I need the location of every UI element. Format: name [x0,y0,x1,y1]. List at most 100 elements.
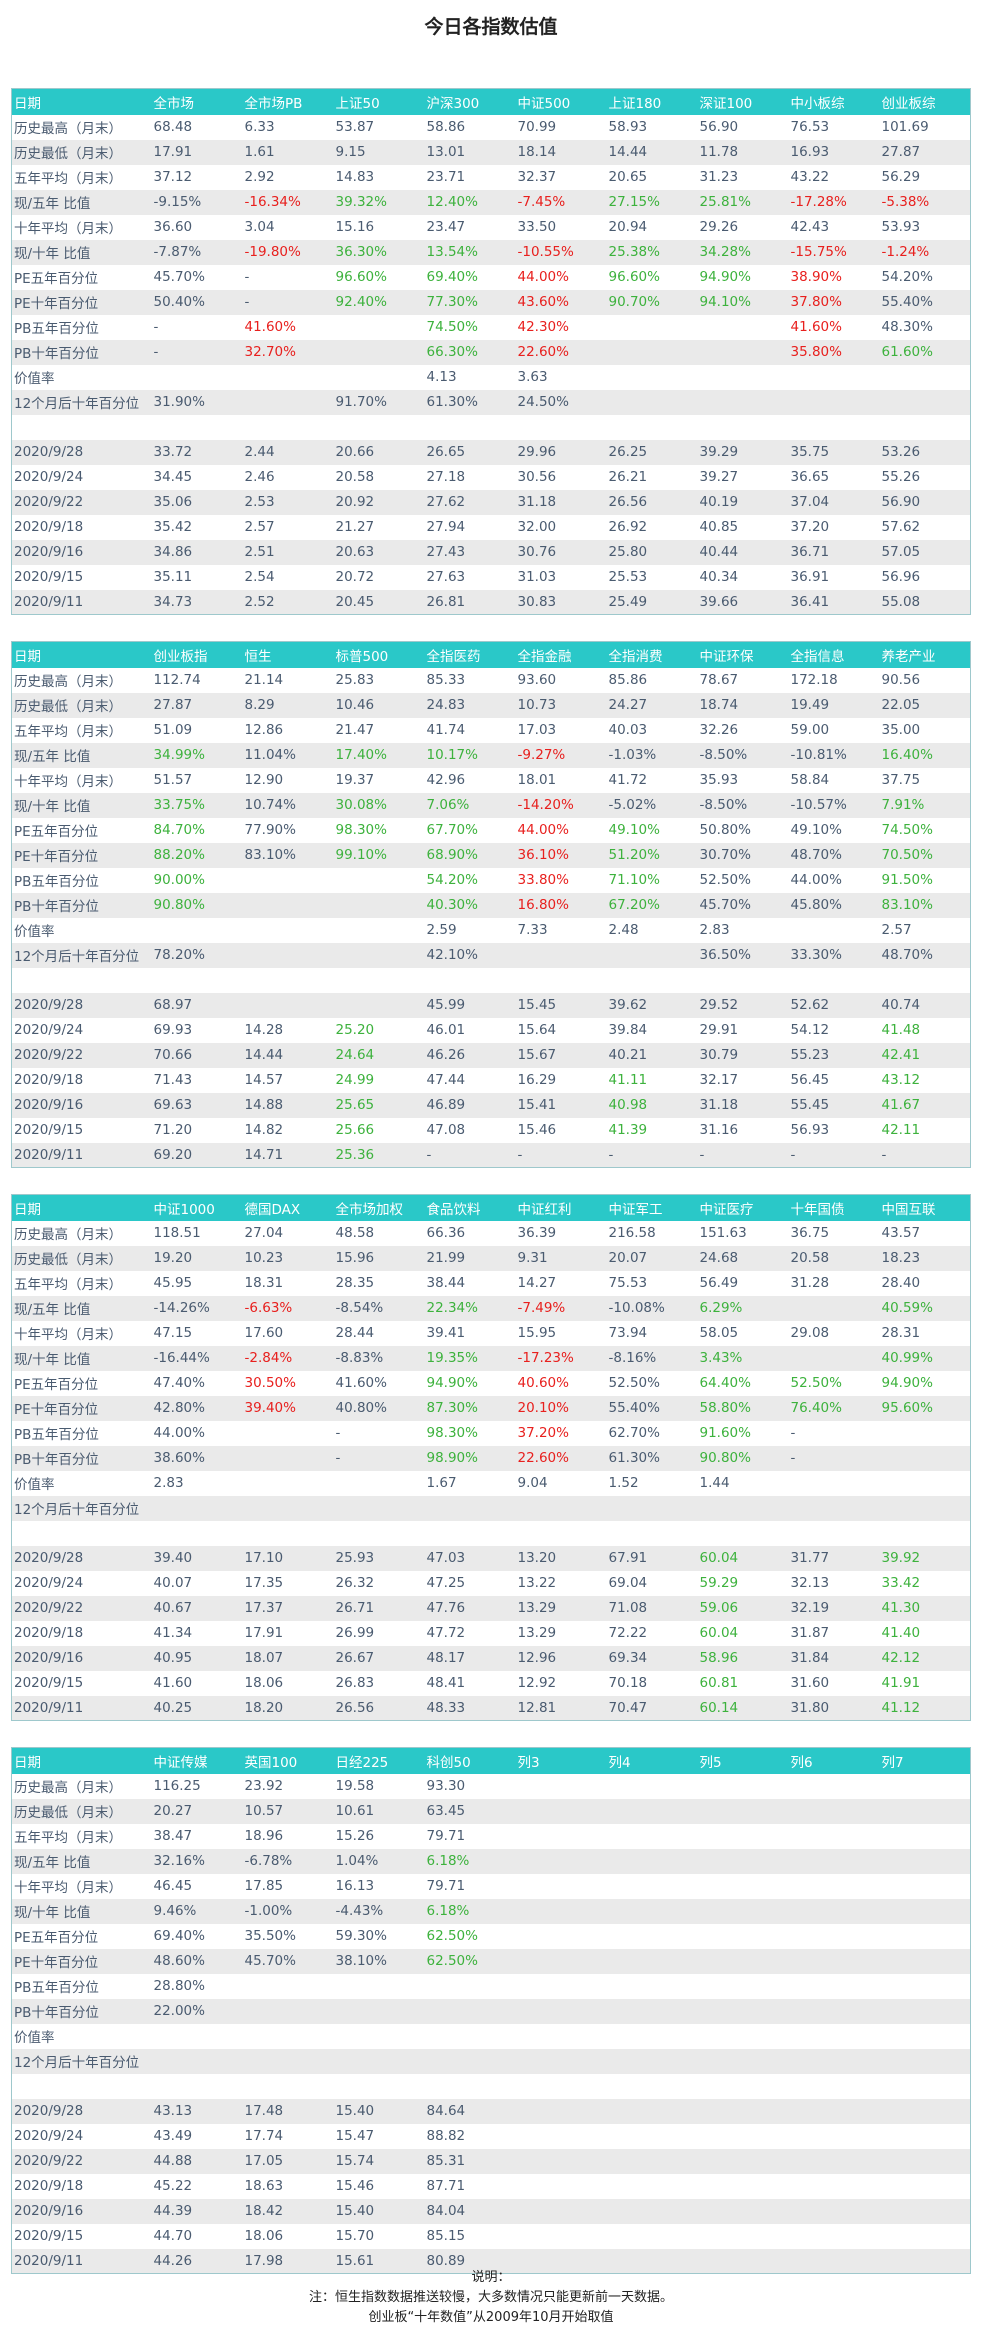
table-cell: 39.40 [151,1545,243,1571]
table-cell: 20.92 [333,489,425,515]
empty-cell [12,415,152,440]
row-label: 历史最低（月末） [11,692,152,718]
table-row: 历史最高（月末） 118.51 27.04 48.58 66.36 36.39 216.58… [12,1221,971,1246]
table-cell [607,315,698,340]
table-row: 2020/9/24 43.49 17.74 15.47 88.82 [12,2124,971,2149]
table-cell: 45.70% [242,1948,334,1974]
table-cell: 20.72 [335,569,375,585]
table-cell: -2.84% [242,1345,334,1371]
table-cell: 58.80% [697,1395,789,1421]
table-cell: 30.79 [697,1042,789,1068]
table-row: 2020/9/11 69.20 14.71 25.36- - - - - - [11,1142,971,1168]
table-cell [333,942,425,968]
table-row: 历史最高（月末） 116.25 23.92 19.58 93.30 [12,1774,971,1799]
table-cell [789,1774,880,1799]
table-cell: 64.40% [699,1375,751,1391]
empty-cell [607,968,698,993]
table-cell: 35.11 [153,569,193,585]
table-cell [698,315,789,340]
table-cell [606,1848,698,1874]
table-cell: 48.60% [151,1948,243,1974]
table-cell: 31.23 [699,169,739,185]
table-cell: 40.80% [333,1395,425,1421]
table-cell: 37.75 [881,772,921,788]
table-cell: - [335,1425,341,1441]
table-cell: 2.46 [244,469,275,485]
table-cell: - [788,1445,880,1471]
table-cell [789,365,880,390]
table-cell: 69.40% [153,1928,205,1944]
row-label: 现/十年 比值 [11,1345,152,1371]
table-cell [789,918,880,943]
table-row: 十年平均（月末） 46.45 17.85 16.13 79.71 [12,1874,971,1899]
table-cell: 22.34% [424,1295,516,1321]
table-cell: 56.90 [699,119,739,135]
table-cell: -1.24% [879,239,971,265]
table-cell: 19.49 [788,692,880,718]
table-cell: 73.94 [608,1325,648,1341]
table-cell [334,1974,425,1999]
table-cell: 45.95 [153,1275,193,1291]
table-row: 现/十年 比值 -7.87% -19.80% 36.30% 13.54% -10.55% 2… [11,239,971,265]
table-cell: 18.23 [879,1245,971,1271]
row-label: 12个月后十年百分位 [11,1495,152,1521]
table-cell [152,2024,243,2049]
table-cell: 46.26 [424,1042,516,1068]
table-cell [697,1798,789,1824]
table-row: 2020/9/24 34.45 2.46 20.58 27.18 30.56 26.21 39… [12,465,971,490]
table-cell: 1.52 [608,1475,639,1491]
table-cell: 19.20 [151,1245,243,1271]
table-cell: 39.32% [333,189,425,215]
table-cell: 70.18 [608,1675,648,1691]
table-cell: 14.57 [244,1072,284,1088]
table-cell: 21.14 [244,672,284,688]
table-cell: 16.29 [517,1072,557,1088]
empty-cell [425,1521,516,1546]
column-header: 列5 [697,1747,789,1774]
table-cell: 16.40% [879,742,971,768]
table-row: 2020/9/22 44.88 17.05 15.74 85.31 [11,2148,971,2174]
table-cell: 101.69 [881,119,929,135]
table-cell: 20.65 [608,169,648,185]
table-row: 现/十年 比值 9.46% -1.00% -4.43% 6.18% [11,1898,971,1924]
notes-line: 注：恒生指数数据推送较慢，大多数情况只能更新前一天数据。 [308,2290,673,2305]
table-cell: 20.63 [333,539,425,565]
table-cell: 60.14 [697,1695,789,1721]
row-label: 2020/9/16 [11,1645,152,1671]
table-cell [333,992,425,1018]
table-cell [607,2124,698,2149]
table-cell [516,2224,607,2249]
table-cell: 29.91 [699,1022,739,1038]
table-cell [243,918,334,943]
table-cell: 36.30% [333,239,425,265]
table-cell: 42.96 [426,772,466,788]
table-row: 五年平均（月末） 51.09 12.86 21.47 41.74 17.03 40.03 32… [12,718,971,743]
table-cell: 41.74 [426,722,466,738]
table-row: 现/五年 比值 -14.26% -6.63% -8.54% 22.34% -7.49% -1… [11,1295,971,1321]
table-cell: 17.48 [242,2098,334,2124]
table-cell [697,1495,789,1521]
table-cell: 31.18 [515,489,607,515]
table-cell: 62.50% [424,1948,516,1974]
empty-cell [425,2074,516,2099]
table-cell: 24.27 [606,692,698,718]
table-cell: 14.83 [335,169,375,185]
table-cell: 41.72 [608,772,648,788]
table-cell: 30.70% [697,842,789,868]
table-cell [697,1848,789,1874]
row-label: PB十年百分位 [11,1998,152,2024]
row-label: PE十年百分位 [11,1948,152,1974]
table-cell: 40.98 [606,1092,698,1118]
table-cell: 34.86 [151,539,243,565]
table-cell: 45.70% [153,269,205,285]
table-cell: 55.08 [879,589,971,615]
table-cell: 68.90% [424,842,516,868]
table-row: 2020/9/22 35.06 2.53 20.92 27.62 31.18 26.56 40… [11,489,971,515]
table-cell: 35.00 [881,722,921,738]
table-cell: 70.50% [879,842,971,868]
table-cell: 41.91 [881,1675,921,1691]
table-cell [516,1924,607,1949]
table-cell: -8.16% [606,1345,698,1371]
table-cell: 43.49 [153,2128,193,2144]
table-row: 2020/9/28 33.72 2.44 20.66 26.65 29.96 26.25 39… [11,439,971,465]
